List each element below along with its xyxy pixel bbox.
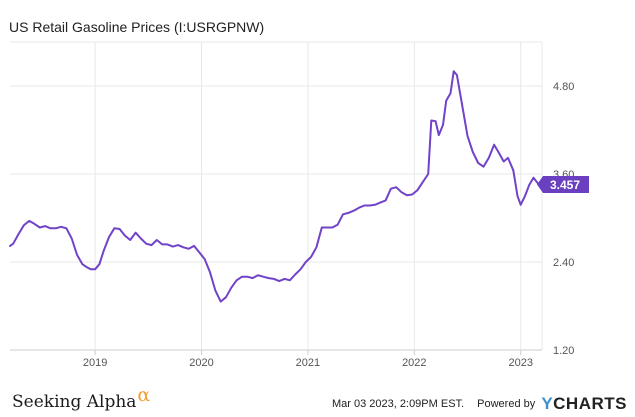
alpha-icon: α <box>137 384 151 406</box>
y-axis: 1.202.403.604.80 <box>553 81 574 357</box>
line-chart: 2019 2020 2021 2022 2023 1.202.403.604.80 3.… <box>9 41 589 369</box>
series-layer <box>9 70 540 303</box>
last-value-badge: 3.457 <box>537 175 589 193</box>
y-tick-label: 1.20 <box>553 345 574 357</box>
ycharts-wordmark: CHARTS <box>553 394 627 413</box>
y-tick-label: 2.40 <box>553 257 574 269</box>
grid-lines <box>10 41 543 351</box>
x-axis: 2019 2020 2021 2022 2023 <box>83 350 533 369</box>
chart-footer: Mar 03 2023, 2:09PM EST. Powered by YCHA… <box>332 394 627 414</box>
x-tick-label: 2021 <box>296 357 320 369</box>
ycharts-logo[interactable]: YCHARTS <box>541 394 627 413</box>
x-tick-label: 2020 <box>189 357 213 369</box>
chart-title: US Retail Gasoline Prices (I:USRGPNW) <box>9 19 265 35</box>
x-tick-label: 2019 <box>83 357 107 369</box>
last-value-label: 3.457 <box>550 178 580 192</box>
powered-by-label: Powered by <box>477 398 536 410</box>
timestamp: Mar 03 2023, 2:09PM EST. <box>332 398 465 410</box>
last-value-badge-shape <box>537 175 589 193</box>
x-tick-label: 2023 <box>508 357 532 369</box>
seeking-alpha-logo[interactable]: Seeking Alphaα <box>12 384 150 412</box>
y-tick-label: 4.80 <box>553 81 574 93</box>
seeking-alpha-wordmark: Seeking Alpha <box>12 392 137 412</box>
ycharts-y-icon: Y <box>541 394 554 413</box>
x-tick-label: 2022 <box>402 357 426 369</box>
series-line <box>9 70 540 303</box>
